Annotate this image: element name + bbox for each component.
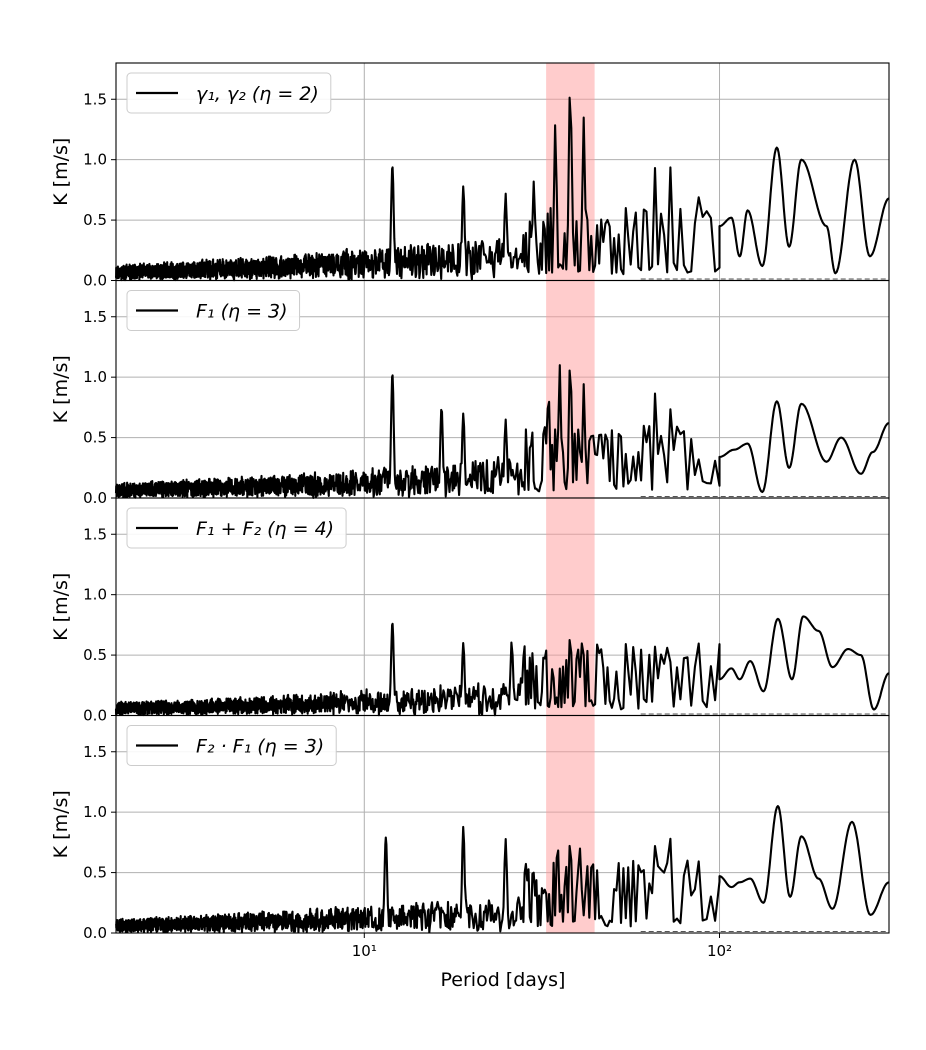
legend-label: F₁ (η = 3) <box>196 301 288 323</box>
legend-box <box>126 507 347 549</box>
y-tick-label: 1.5 <box>83 308 107 326</box>
panels: 0.0 0.5 1.0 1.5 K [m/s] γ₁, γ₂ (η = 2) 0.0 0.5 1… <box>50 62 890 942</box>
legend-label: F₂ · F₁ (η = 3) <box>196 736 324 758</box>
legend-label: F₁ + F₂ (η = 4) <box>196 518 334 540</box>
y-tick-label: 1.0 <box>83 151 107 169</box>
series-line <box>115 805 890 934</box>
y-axis-label: K [m/s] <box>50 138 72 206</box>
x-tick-labels: 10¹ 10² <box>352 933 732 960</box>
series-line <box>114 615 890 717</box>
legend: F₁ + F₂ (η = 4) <box>126 507 347 549</box>
x-tick-label: 10¹ <box>352 942 377 960</box>
y-tick-label: 0.0 <box>83 489 107 507</box>
y-tick-label: 0.5 <box>83 211 107 229</box>
x-tick-label: 10² <box>707 942 732 960</box>
panel-2: 0.0 0.5 1.0 1.5 K [m/s] F₁ (η = 3) <box>50 279 890 507</box>
y-tick-label: 0.0 <box>83 924 107 942</box>
y-axis-label: K [m/s] <box>50 790 72 858</box>
legend-box <box>126 725 337 766</box>
series-line <box>114 96 890 282</box>
y-tick-label: 0.0 <box>83 272 107 290</box>
y-axis-label: K [m/s] <box>50 573 72 641</box>
legend: F₁ (η = 3) <box>126 290 301 331</box>
y-tick-label: 1.5 <box>83 90 107 108</box>
legend-label: γ₁, γ₂ (η = 2) <box>196 83 319 105</box>
y-tick-label: 0.5 <box>83 429 107 447</box>
y-tick-label: 1.0 <box>83 803 107 821</box>
y-tick-label: 0.5 <box>83 646 107 664</box>
y-tick-label: 1.5 <box>83 743 107 761</box>
y-axis-label: K [m/s] <box>50 355 72 423</box>
panel-frame <box>115 714 890 934</box>
legend-box <box>126 72 332 114</box>
y-tick-label: 0.5 <box>83 864 107 882</box>
legend: F₂ · F₁ (η = 3) <box>126 725 337 766</box>
y-tick-label: 1.0 <box>83 586 107 604</box>
series-line <box>114 364 890 499</box>
panel-4: 0.0 0.5 1.0 1.5 K [m/s] F₂ · F₁ (η = 3) <box>50 714 890 942</box>
y-tick-label: 1.5 <box>83 525 107 543</box>
y-tick-label: 1.0 <box>83 368 107 386</box>
panel-1: 0.0 0.5 1.0 1.5 K [m/s] γ₁, γ₂ (η = 2) <box>50 62 890 290</box>
legend: γ₁, γ₂ (η = 2) <box>126 72 332 114</box>
legend-box <box>126 290 301 331</box>
panel-3: 0.0 0.5 1.0 1.5 K [m/s] F₁ + F₂ (η = 4) <box>50 497 890 725</box>
y-tick-label: 0.0 <box>83 707 107 725</box>
x-axis-label: Period [days] <box>441 969 566 991</box>
